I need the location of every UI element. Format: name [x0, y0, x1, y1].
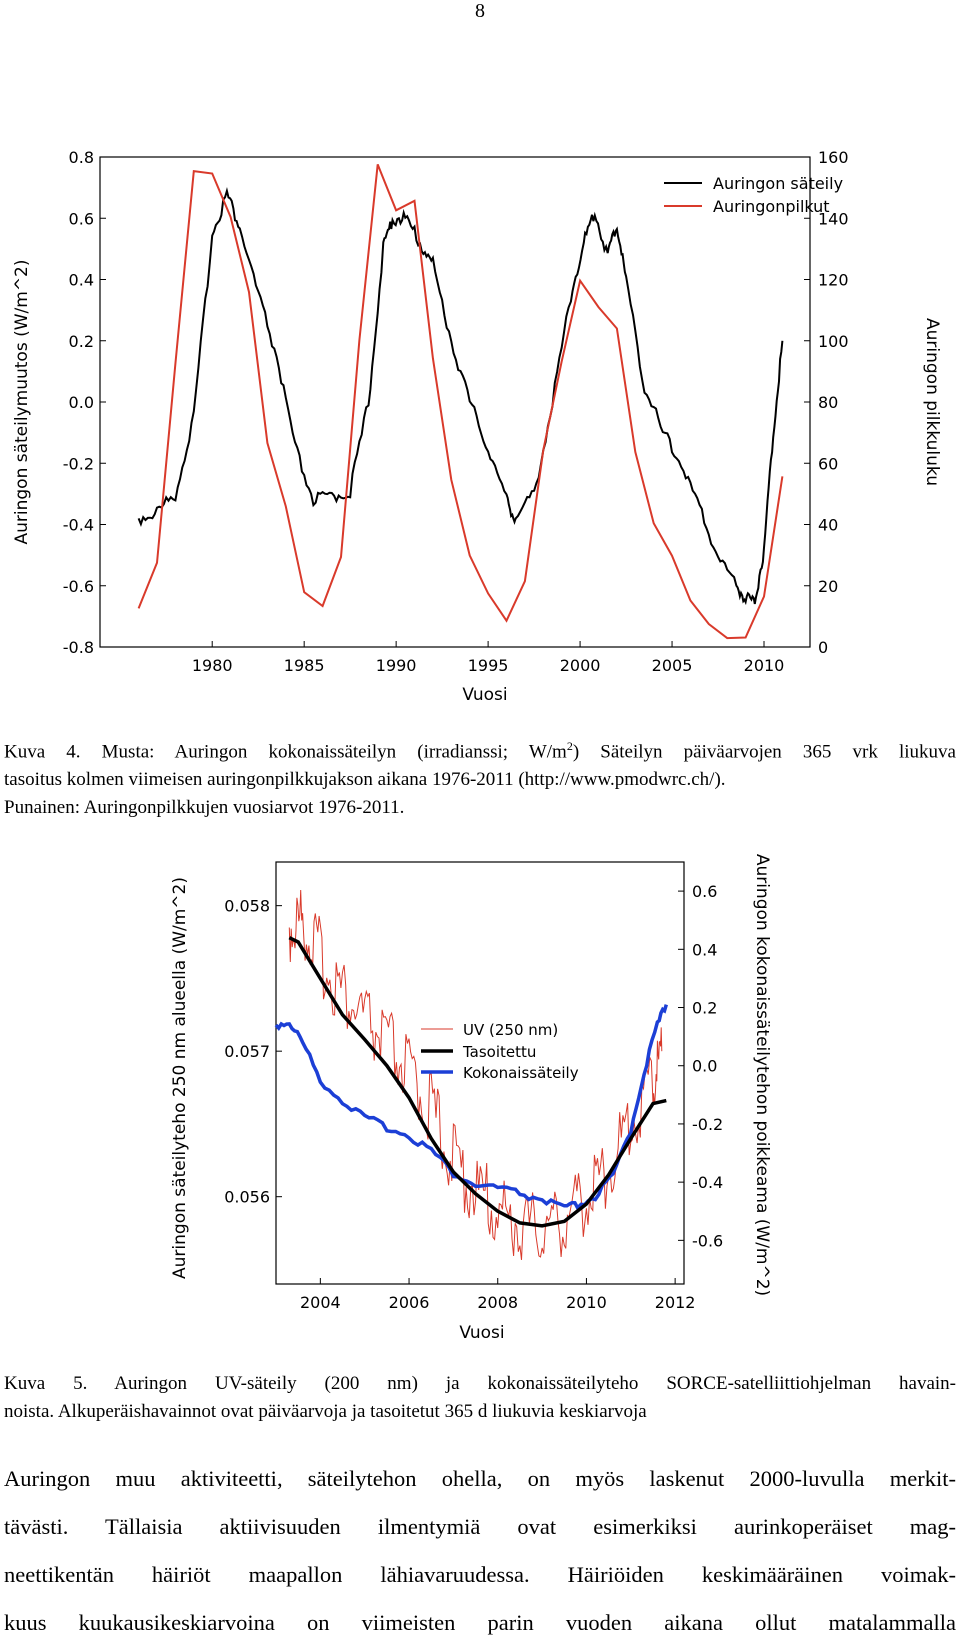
x-tick-label: 2008 — [477, 1293, 518, 1312]
page-number: 8 — [475, 0, 485, 22]
y2-tick-label: 0.4 — [692, 940, 717, 959]
x-tick-label: 2006 — [389, 1293, 430, 1312]
legend-smoothed: Tasoitettu — [462, 1043, 536, 1061]
x-tick-label: 2005 — [652, 656, 693, 675]
legend-uv: UV (250 nm) — [463, 1021, 558, 1039]
y-tick-label: 0.056 — [224, 1188, 270, 1207]
x-tick-label: 2010 — [744, 656, 785, 675]
y-axis-label: Auringon säteilymuutos (W/m^2) — [12, 259, 32, 544]
body-line: kuus kuukausikeskiarvoina on viimeisten … — [4, 1610, 956, 1635]
legend-irradiance: Auringon säteily — [713, 174, 843, 193]
y2-tick-label: 100 — [818, 332, 849, 351]
y-tick-label: -0.6 — [63, 577, 94, 596]
y-tick-label: -0.8 — [63, 638, 94, 657]
x-tick-label: 1980 — [192, 656, 233, 675]
y2-tick-label: 80 — [818, 393, 838, 412]
y2-tick-label: 40 — [818, 516, 838, 535]
caption2-line1: Kuva 5. Auringon UV-säteily (200 nm) ja … — [4, 1373, 956, 1394]
y2-tick-label: -0.4 — [692, 1173, 723, 1192]
caption-label: Kuva 4. — [4, 741, 81, 763]
x-tick-label: 2010 — [566, 1293, 607, 1312]
y-axis-label-2: Auringon säteilyteho 250 nm alueella (W/… — [170, 877, 190, 1279]
y-tick-label: 0.8 — [69, 148, 94, 167]
x-tick-label: 2012 — [655, 1293, 696, 1312]
y2-tick-label: 0.6 — [692, 882, 717, 901]
body-paragraph: Auringon muu aktiviteetti, säteilytehon … — [4, 1455, 956, 1647]
x-tick-label: 2004 — [300, 1293, 341, 1312]
y-tick-label: 0.6 — [69, 209, 94, 228]
legend-sunspot: Auringonpilkut — [713, 197, 830, 216]
body-line: tävästi. Tällaisia aktiivisuuden ilmenty… — [4, 1514, 956, 1539]
y2-tick-label: 160 — [818, 148, 849, 167]
x-axis-label-2: Vuosi — [459, 1323, 504, 1343]
body-line: neettikentän häiriöt maapallon lähiavaru… — [4, 1562, 956, 1587]
x-tick-label: 1985 — [284, 656, 325, 675]
x-axis-label: Vuosi — [462, 685, 507, 700]
y2-tick-label: 20 — [818, 577, 838, 596]
caption-line1-b: ) Säteilyn päiväarvojen 365 vrk liukuva — [572, 741, 956, 763]
series-sunspot-line — [137, 164, 784, 640]
y2-tick-label: 0.2 — [692, 999, 717, 1018]
figure1-caption: Kuva 4. Musta: Auringon kokonaissäteilyn… — [4, 732, 956, 822]
y2-tick-label: -0.6 — [692, 1231, 723, 1250]
y2-axis-label: Auringon pilkkuluku — [922, 318, 942, 486]
y2-axis-label-2: Auringon kokonaissäteilytehon poikkeama … — [752, 854, 772, 1296]
y2-tick-label: 140 — [818, 209, 849, 228]
y-tick-label: 0.058 — [224, 897, 270, 916]
caption-line2: tasoitus kolmen viimeisen auringonpilkku… — [4, 769, 726, 791]
x-tick-label: 2000 — [560, 656, 601, 675]
y-tick-label: 0.2 — [69, 332, 94, 351]
y2-tick-label: 60 — [818, 454, 838, 473]
y-tick-label: 0.0 — [69, 393, 94, 412]
y2-tick-label: -0.2 — [692, 1115, 723, 1134]
y2-tick-label: 0 — [818, 638, 828, 657]
y2-tick-label: 0.0 — [692, 1057, 717, 1076]
figure-sunspot-irradiance-chart: -0.8 -0.6 -0.4 -0.2 0.0 0.2 0.4 0.6 0.8 0 20 40 60 8… — [12, 148, 942, 700]
series-irradiance-line — [137, 187, 784, 606]
x-tick-label: 1995 — [468, 656, 509, 675]
figure-uv-sorce-chart: 0.056 0.057 0.058 -0.6 -0.4 -0.2 0.0 0.2 0.4 0.6… — [170, 854, 772, 1343]
plot-frame — [99, 156, 811, 648]
caption-line3: Punainen: Auringonpilkkujen vuosiarvot 1… — [4, 797, 405, 819]
caption2-line2: noista. Alkuperäishavainnot ovat päiväar… — [4, 1401, 647, 1422]
series-smoothed-line — [288, 936, 667, 1228]
body-line: Auringon muu aktiviteetti, säteilytehon … — [4, 1466, 956, 1491]
y-tick-label: -0.4 — [63, 516, 94, 535]
y-tick-label: 0.4 — [69, 271, 94, 290]
x-tick-label: 1990 — [376, 656, 417, 675]
caption-superscript: 2 — [566, 739, 573, 753]
legend-total: Kokonaissäteily — [463, 1064, 579, 1082]
y2-tick-label: 120 — [818, 271, 849, 290]
caption-line1-a: Musta: Auringon kokonaissäteilyn (irradi… — [101, 741, 567, 763]
y-tick-label: -0.2 — [63, 454, 94, 473]
plot-frame-2 — [275, 861, 685, 1285]
y-tick-label: 0.057 — [224, 1042, 270, 1061]
figure2-caption: Kuva 5. Auringon UV-säteily (200 nm) ja … — [4, 1370, 956, 1426]
